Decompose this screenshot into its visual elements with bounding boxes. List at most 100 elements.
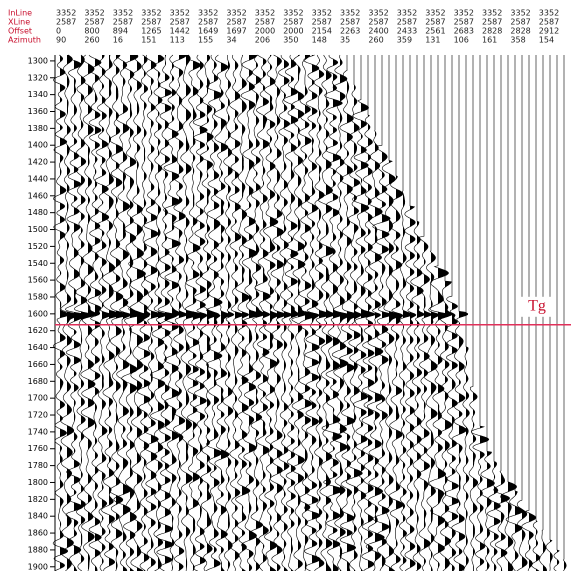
trace-wiggle bbox=[345, 55, 363, 572]
trace-wiggle bbox=[87, 54, 102, 571]
header-cell: 3352 bbox=[198, 9, 218, 18]
trace-wiggle bbox=[278, 54, 293, 572]
trace-wiggle bbox=[205, 54, 223, 572]
header-cell: 3352 bbox=[397, 9, 417, 18]
trace-wiggle bbox=[553, 55, 560, 572]
header-cell: 894 bbox=[113, 27, 128, 36]
header-cell: 2912 bbox=[539, 27, 559, 36]
header-cell: 3352 bbox=[141, 9, 161, 18]
trace-fill bbox=[480, 55, 489, 571]
tick-label: 1640 bbox=[28, 343, 48, 352]
header-cell: 113 bbox=[170, 36, 185, 45]
tick-label: 1320 bbox=[28, 73, 48, 82]
trace-wiggle bbox=[172, 54, 188, 572]
header-cell: 2561 bbox=[425, 27, 445, 36]
trace-wiggle bbox=[331, 54, 351, 572]
header-cell: 359 bbox=[397, 36, 412, 45]
tick-label: 1680 bbox=[28, 377, 48, 386]
trace-fill bbox=[263, 55, 271, 571]
tick-label: 1900 bbox=[28, 562, 48, 571]
trace-wiggle bbox=[254, 54, 271, 572]
trace-fill bbox=[60, 55, 70, 571]
trace-wiggle bbox=[94, 55, 112, 572]
tick-label: 1400 bbox=[28, 141, 48, 150]
horizon-label: Tg bbox=[528, 297, 546, 314]
trace-wiggle bbox=[444, 55, 460, 572]
trace-wiggle bbox=[269, 54, 287, 572]
trace-fill bbox=[312, 55, 321, 571]
tick-label: 1580 bbox=[28, 292, 48, 301]
header-cell: 3352 bbox=[255, 9, 275, 18]
tick-label: 1740 bbox=[28, 427, 48, 436]
trace-wiggle bbox=[563, 55, 567, 572]
trace-fill bbox=[452, 55, 460, 571]
tick-label: 1880 bbox=[28, 545, 48, 554]
header-cell: 2587 bbox=[56, 18, 76, 27]
trace-wiggle bbox=[470, 55, 490, 572]
header-cell: 2263 bbox=[340, 27, 360, 36]
tick-label: 1720 bbox=[28, 411, 48, 420]
trace-wiggle bbox=[149, 54, 168, 572]
header-cell: 350 bbox=[283, 36, 298, 45]
trace-fill bbox=[375, 55, 385, 571]
header-cell: 35 bbox=[340, 36, 350, 45]
tick-label: 1420 bbox=[28, 158, 48, 167]
header-cell: 154 bbox=[539, 36, 554, 45]
trace-wiggle bbox=[228, 54, 245, 572]
tick-label: 1380 bbox=[28, 124, 48, 133]
header-cell: 2587 bbox=[482, 18, 502, 27]
header-cell: 2433 bbox=[397, 27, 417, 36]
trace-wiggle bbox=[423, 55, 440, 571]
header-cell: 3352 bbox=[170, 9, 190, 18]
header-cell: 2587 bbox=[170, 18, 190, 27]
trace-fill bbox=[144, 55, 151, 571]
trace-fill bbox=[424, 55, 432, 571]
trace-fill bbox=[88, 55, 97, 571]
header-cell: 2587 bbox=[226, 18, 246, 27]
trace-fill bbox=[403, 55, 413, 571]
header-cell: 2587 bbox=[141, 18, 161, 27]
tick-label: 1500 bbox=[28, 225, 48, 234]
trace-fill bbox=[396, 55, 404, 571]
header-cell: 206 bbox=[255, 36, 270, 45]
trace-wiggle bbox=[361, 55, 375, 572]
trace-fill bbox=[130, 55, 143, 571]
header-cell: 2587 bbox=[510, 18, 530, 27]
tick-label: 1340 bbox=[28, 90, 48, 99]
tick-label: 1560 bbox=[28, 276, 48, 285]
trace-wiggle bbox=[192, 54, 208, 572]
tick-label: 1760 bbox=[28, 444, 48, 453]
header-cell: 260 bbox=[368, 36, 383, 45]
trace-wiggle bbox=[468, 55, 479, 572]
trace-fill bbox=[326, 55, 335, 571]
trace-fill bbox=[277, 55, 287, 571]
header-cell: 2587 bbox=[425, 18, 445, 27]
tick-label: 1460 bbox=[28, 191, 48, 200]
header-cell: 148 bbox=[312, 36, 327, 45]
trace-fill bbox=[319, 55, 331, 571]
tick-label: 1800 bbox=[28, 478, 48, 487]
header-cell: 151 bbox=[141, 36, 156, 45]
header-cell: 1649 bbox=[198, 27, 218, 36]
header-cell: 800 bbox=[84, 27, 99, 36]
tick-label: 1520 bbox=[28, 242, 48, 251]
trace-panel bbox=[52, 54, 567, 572]
trace-wiggle bbox=[428, 55, 451, 572]
trace-wiggle bbox=[60, 54, 79, 572]
trace-wiggle bbox=[136, 54, 151, 572]
header-cell: 1442 bbox=[170, 27, 190, 36]
trace-fill bbox=[445, 55, 453, 571]
tick-label: 1860 bbox=[28, 529, 48, 538]
trace-wiggle bbox=[479, 55, 495, 572]
horizon-label-bg bbox=[518, 296, 556, 317]
trace-wiggle bbox=[235, 54, 251, 572]
header-cell: 3352 bbox=[226, 9, 246, 18]
trace-fill bbox=[529, 55, 536, 571]
header-cell: 2587 bbox=[397, 18, 417, 27]
header-cell: 2154 bbox=[312, 27, 332, 36]
tick-label: 1620 bbox=[28, 326, 48, 335]
trace-fill bbox=[116, 55, 128, 571]
trace-wiggle bbox=[65, 54, 89, 572]
tick-label: 1540 bbox=[28, 259, 48, 268]
